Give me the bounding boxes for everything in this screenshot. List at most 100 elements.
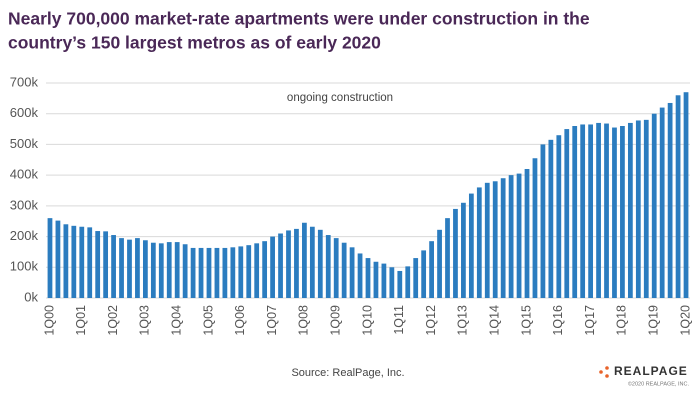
bar [453,208,458,298]
bar [198,247,204,298]
bar [540,144,546,298]
x-tick-label: 1Q17 [583,305,597,336]
x-tick-label: 1Q08 [297,305,311,336]
bar [150,242,156,298]
bar [103,231,109,298]
bar [341,242,347,298]
x-tick-label: 1Q12 [424,305,438,336]
bar [309,226,315,298]
source: Source: RealPage, Inc. [291,367,404,379]
bar [564,129,570,298]
bar [604,123,609,299]
bar [286,230,291,298]
bar [87,227,93,298]
bar [270,236,275,298]
bar [365,258,371,298]
bar [468,193,474,298]
bar [119,238,124,298]
y-tick-label: 600k [10,105,39,120]
bar [556,135,562,298]
x-tick-label: 1Q00 [42,305,56,336]
x-tick-label: 1Q10 [360,305,374,336]
x-tick-label: 1Q01 [74,305,88,336]
bar [389,267,395,298]
bar [484,182,490,298]
bar [317,229,323,298]
y-tick-label: 100k [10,259,39,274]
bar [476,187,482,298]
bar [357,253,363,298]
copyright: ©2020 REALPAGE, INC. [628,380,690,387]
bar [524,169,530,298]
x-tick-label: 1Q09 [328,305,342,336]
bar [516,173,522,298]
bar [651,113,657,298]
chart-title: country’s 150 largest metros as of early… [8,33,381,53]
x-tick-label: 1Q14 [488,305,502,336]
bar [572,126,578,298]
x-tick-label: 1Q20 [678,305,692,336]
bar [254,243,260,298]
bar [47,218,53,298]
bar [238,246,244,298]
bar [421,250,427,298]
x-tick-label: 1Q02 [106,305,120,336]
x-tick-label: 1Q11 [392,305,406,335]
annotation: ongoing construction [287,92,393,104]
bar [373,261,379,298]
logo-dot [605,374,609,378]
y-tick-label: 300k [10,197,39,212]
x-tick-label: 1Q07 [265,305,279,336]
bar [262,241,268,298]
bar [142,240,148,298]
bar [349,247,355,298]
bar [461,202,466,298]
y-tick-label: 700k [10,74,39,89]
y-tick-label: 500k [10,136,39,151]
bar [302,222,307,298]
bar [627,122,633,298]
bar [437,229,442,298]
bar [71,225,77,298]
bar [294,228,299,298]
bar [135,238,140,298]
bar [405,266,411,298]
bar [620,126,625,298]
bar [333,238,339,298]
logo: REALPAGE [614,364,688,378]
bar [683,92,689,298]
bar [230,247,236,298]
bar [55,220,61,298]
bar [222,247,228,298]
bar [95,231,101,298]
bar [580,124,586,298]
bar [445,218,450,298]
bar [214,247,220,298]
bar [174,242,180,298]
bar [659,107,665,298]
logo-dot [599,370,603,374]
bar [675,95,681,299]
logo-dot [605,366,609,370]
x-tick-label: 1Q06 [233,305,247,336]
x-tick-label: 1Q19 [647,305,661,336]
bar [612,127,617,299]
bar [127,239,132,298]
y-tick-label: 200k [10,228,39,243]
bar [246,245,252,298]
bar [190,247,196,298]
bar [492,181,498,298]
bar [667,102,673,298]
bar [63,224,69,298]
x-tick-label: 1Q15 [519,305,533,336]
bar [278,233,283,298]
bar [548,139,554,298]
bar [206,247,212,298]
bar [635,120,641,298]
y-tick-label: 0k [24,289,38,304]
x-tick-label: 1Q04 [169,305,183,336]
x-tick-label: 1Q16 [551,305,565,336]
bar [643,119,649,298]
bar [182,244,188,298]
